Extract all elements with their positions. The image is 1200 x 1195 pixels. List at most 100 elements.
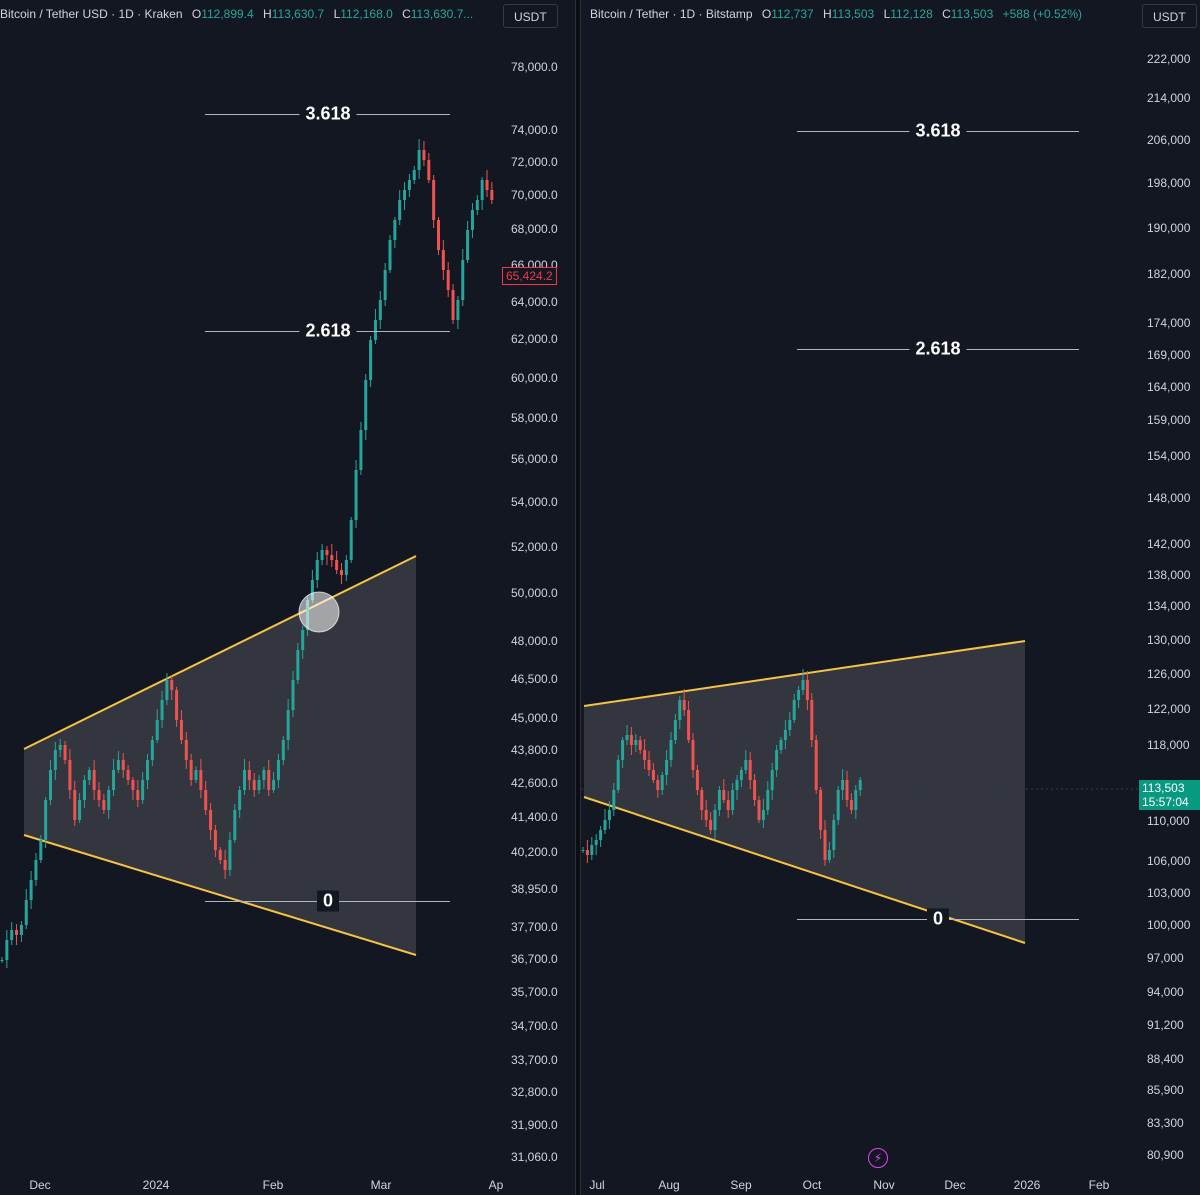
candle-body xyxy=(204,790,208,810)
candle-body xyxy=(53,750,57,770)
lower-trendline xyxy=(583,796,1026,944)
candle-body xyxy=(141,780,145,800)
left-time-axis[interactable]: Dec 2024 Feb Mar Ap xyxy=(0,1170,510,1195)
right-price-tick: 91,200 xyxy=(1147,1018,1184,1032)
candle-body xyxy=(651,770,655,780)
candle-body xyxy=(218,850,222,860)
candle-body xyxy=(832,820,836,850)
candle-body xyxy=(797,690,801,700)
candle-body xyxy=(257,780,261,790)
right-price-tick: 138,000 xyxy=(1147,568,1191,582)
right-price-tick: 148,000 xyxy=(1147,491,1191,505)
candle-body xyxy=(238,790,242,810)
candle-body xyxy=(461,260,465,300)
candle-body xyxy=(63,745,67,760)
candle-body xyxy=(320,550,324,560)
fib-label-2618-right: 2.618 xyxy=(909,338,967,360)
left-time-tick: 2024 xyxy=(142,1178,170,1192)
left-price-tick: 56,000.0 xyxy=(511,452,558,466)
left-price-tick: 74,000.0 xyxy=(511,123,558,137)
right-low-label: L xyxy=(883,7,891,21)
right-high-label: H xyxy=(823,7,832,21)
left-price-tick: 33,700.0 xyxy=(511,1053,558,1067)
left-currency-button[interactable]: USDT xyxy=(503,4,558,28)
candle-body xyxy=(490,190,494,200)
right-price-tick: 154,000 xyxy=(1147,449,1191,463)
candle-body xyxy=(199,770,203,790)
candle-body xyxy=(757,800,761,820)
candle-body xyxy=(735,780,739,790)
candle-body xyxy=(184,740,188,760)
left-price-tick: 31,900.0 xyxy=(511,1118,558,1132)
left-price-tick: 60,000.0 xyxy=(511,371,558,385)
upper-trendline xyxy=(23,555,417,750)
candle-body xyxy=(629,735,633,745)
candle-body xyxy=(78,800,82,820)
candle-body xyxy=(296,650,300,680)
right-price-tick: 97,000 xyxy=(1147,951,1184,965)
candle-body xyxy=(325,550,329,555)
right-price-tick: 159,000 xyxy=(1147,413,1191,427)
candle-body xyxy=(194,770,198,780)
candle-body xyxy=(669,740,673,760)
candle-body xyxy=(102,800,106,810)
right-currency-button[interactable]: USDT xyxy=(1142,4,1197,28)
candle-body xyxy=(845,780,849,800)
left-price-tick: 37,700.0 xyxy=(511,920,558,934)
right-chart-panel[interactable]: Bitcoin / Tether · 1D · Bitstamp O112,73… xyxy=(581,0,1200,1195)
candle-body xyxy=(695,770,699,790)
left-open-label: O xyxy=(191,7,202,21)
candle-body xyxy=(647,760,651,770)
candle-body xyxy=(744,760,748,770)
candle-body xyxy=(770,770,774,790)
left-price-tick: 50,000.0 xyxy=(511,586,558,600)
fib-label-3618-left: 3.618 xyxy=(299,103,357,125)
candle-body xyxy=(753,780,757,800)
left-price-tick: 48,000.0 xyxy=(511,634,558,648)
right-time-tick: Aug xyxy=(658,1178,680,1192)
right-close-value: 113,503 xyxy=(950,7,994,21)
candle-body xyxy=(223,860,227,870)
right-change-value: +588 (+0.52%) xyxy=(1002,7,1082,21)
left-price-tick: 62,000.0 xyxy=(511,332,558,346)
left-low-label: L xyxy=(333,7,341,21)
right-price-axis[interactable]: 222,000 214,000 206,000 198,000 190,000 182,0… xyxy=(1147,0,1200,1170)
candle-body xyxy=(616,760,620,790)
candle-body xyxy=(116,760,120,770)
candle-body xyxy=(783,730,787,740)
candle-body xyxy=(779,740,783,750)
candle-body xyxy=(373,320,377,340)
left-chart-panel[interactable]: Bitcoin / Tether USD · 1D · Kraken O112,… xyxy=(0,0,575,1195)
candle-body xyxy=(233,810,237,840)
panel-divider[interactable] xyxy=(575,0,581,1195)
left-high-value: 113,630.7 xyxy=(271,7,325,21)
right-time-axis[interactable]: Jul Aug Sep Oct Nov Dec 2026 Feb xyxy=(581,1170,1141,1195)
candle-body xyxy=(823,830,827,860)
left-price-tick: 78,000.0 xyxy=(511,60,558,74)
right-symbol-title[interactable]: Bitcoin / Tether · 1D · Bitstamp xyxy=(590,7,753,21)
left-symbol-title[interactable]: Bitcoin / Tether USD · 1D · Kraken xyxy=(0,7,183,21)
right-price-tick: 130,000 xyxy=(1147,633,1191,647)
right-low-value: 112,128 xyxy=(890,7,933,21)
candle-body xyxy=(34,860,38,880)
candle-body xyxy=(301,630,305,650)
candle-body xyxy=(788,720,792,730)
candle-body xyxy=(121,760,125,770)
right-open-label: O xyxy=(761,7,772,21)
left-price-axis[interactable]: 78,000.0 74,000.0 72,000.0 70,000.0 68,000.0… xyxy=(511,0,575,1170)
candle-body xyxy=(437,220,440,250)
candle-body xyxy=(599,830,603,840)
right-price-tick: 134,000 xyxy=(1147,599,1191,613)
left-time-tick: Mar xyxy=(370,1178,392,1192)
right-price-tick: 169,000 xyxy=(1147,348,1191,362)
candle-body xyxy=(155,720,159,740)
candle-body xyxy=(29,880,33,900)
candle-body xyxy=(792,700,796,720)
left-price-chart[interactable] xyxy=(0,0,575,1195)
candle-body xyxy=(775,750,779,770)
left-open-value: 112,899.4 xyxy=(201,7,254,21)
lightning-icon[interactable]: ⚡ xyxy=(868,1148,888,1168)
candle-body xyxy=(585,850,589,855)
right-high-value: 113,503 xyxy=(831,7,875,21)
right-price-chart[interactable] xyxy=(581,0,1200,1195)
